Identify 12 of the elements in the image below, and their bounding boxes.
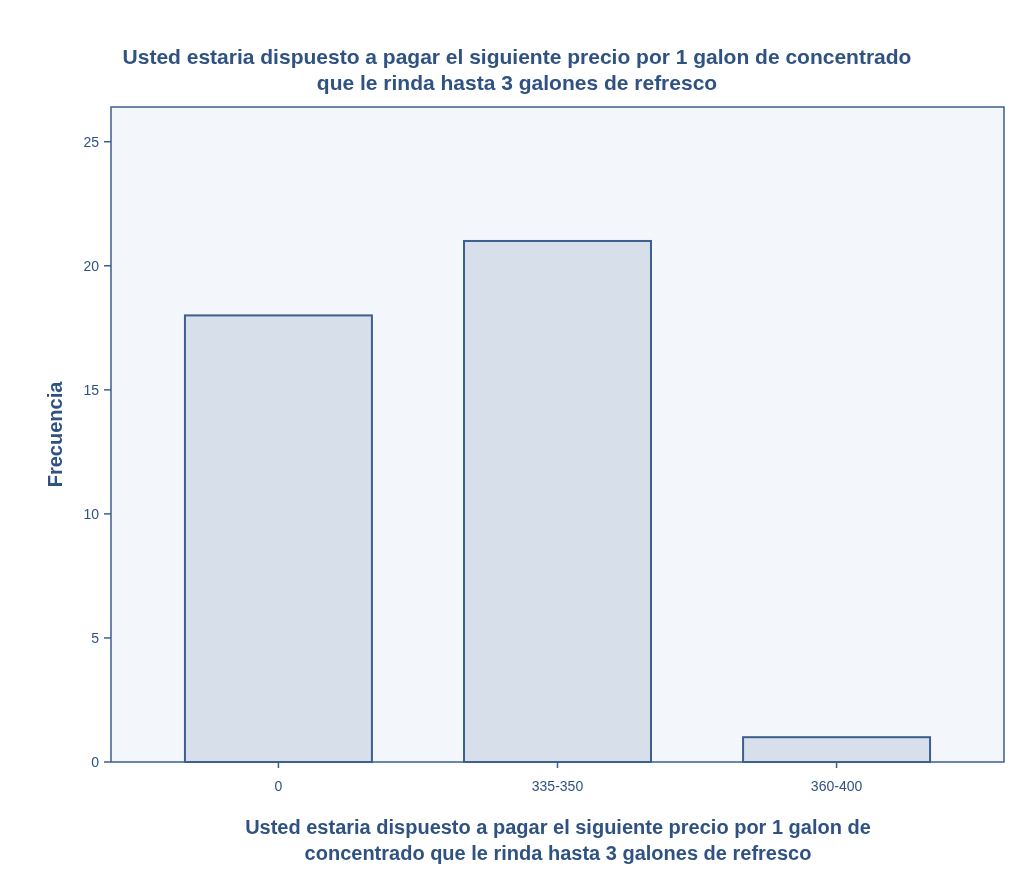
y-tick-label: 0 xyxy=(91,753,100,770)
y-tick-label: 5 xyxy=(91,629,100,646)
x-tick-label: 360-400 xyxy=(810,778,863,794)
chart-title: Usted estaria dispuesto a pagar el siguiente precio por 1 galon de concentrado que le rinda hasta 3 galones de refresco xyxy=(122,45,912,94)
y-tick-label: 20 xyxy=(83,257,100,274)
y-tick-label: 25 xyxy=(83,133,100,150)
y-axis-title: Frecuencia xyxy=(44,380,66,488)
x-axis-title: Usted estaria dispuesto a pagar el siguiente precio por 1 galon de concentrado que le rinda hasta 3 galones de refresco xyxy=(245,816,871,864)
y-tick-label: 10 xyxy=(83,505,100,522)
y-tick-label: 15 xyxy=(83,381,100,398)
x-tick-label: 335-350 xyxy=(531,778,584,794)
x-tick-label: 0 xyxy=(274,778,283,794)
